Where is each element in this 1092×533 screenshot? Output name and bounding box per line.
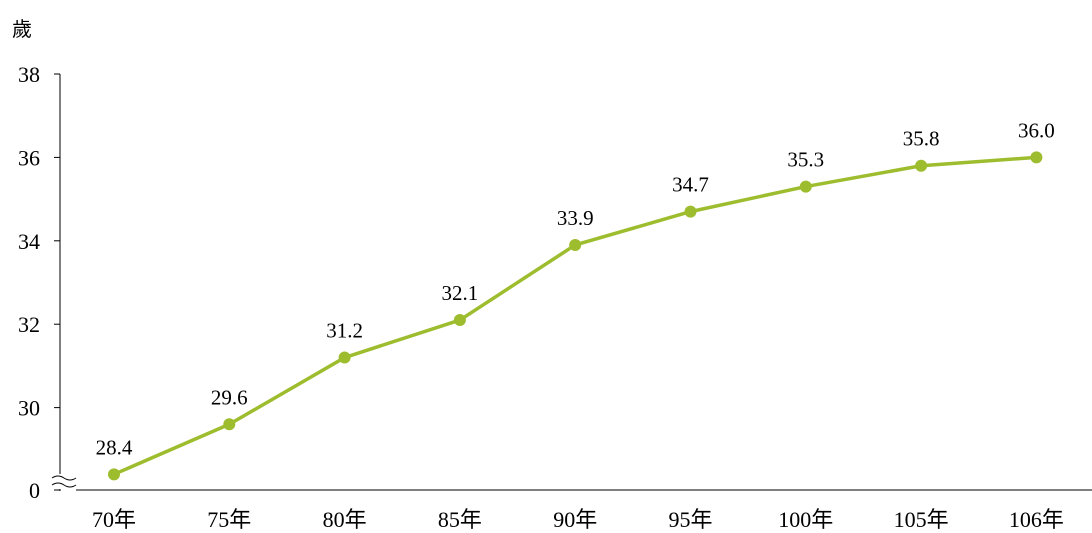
data-point — [453, 314, 466, 327]
x-tick-label: 85年 — [438, 507, 482, 532]
data-labels: 28.4 29.6 31.2 32.1 33.9 34.7 35.3 35.8 36.0 — [96, 118, 1055, 459]
data-point — [338, 351, 351, 364]
x-tick-label: 90年 — [553, 507, 597, 532]
y-tick-label: 36 — [18, 145, 40, 170]
data-label: 36.0 — [1018, 118, 1055, 142]
data-label: 35.8 — [903, 127, 940, 151]
x-tick-label: 80年 — [323, 507, 367, 532]
y-tick-label: 30 — [18, 396, 40, 421]
x-tick-label: 70年 — [92, 507, 136, 532]
series-line — [112, 155, 1039, 477]
data-label: 32.1 — [442, 281, 479, 305]
data-points — [108, 151, 1043, 481]
data-label: 29.6 — [211, 385, 248, 409]
x-tick-label: 105年 — [894, 507, 949, 532]
axis-break-mark-bottom — [51, 482, 77, 488]
data-point — [684, 205, 697, 218]
data-point — [799, 180, 812, 193]
data-label: 33.9 — [557, 206, 594, 230]
data-label: 31.2 — [326, 319, 363, 343]
x-tick-label: 100年 — [778, 507, 833, 532]
data-label: 34.7 — [672, 173, 709, 197]
y-tick-label: 0 — [29, 478, 40, 503]
data-label: 35.3 — [787, 148, 824, 172]
x-tick-labels: 70年 75年 80年 85年 90年 95年 100年 105年 106年 — [92, 507, 1064, 532]
x-tick-label: 75年 — [207, 507, 251, 532]
x-tick-label: 106年 — [1009, 507, 1064, 532]
y-tick-label: 38 — [18, 62, 40, 87]
y-tick-label: 32 — [18, 312, 40, 337]
data-label: 28.4 — [96, 435, 133, 459]
x-tick-label: 95年 — [668, 507, 712, 532]
y-tick-label: 34 — [18, 229, 40, 254]
data-point — [915, 159, 928, 172]
series-polyline — [112, 155, 1039, 477]
data-point — [223, 418, 236, 431]
y-axis: 0 30 32 34 36 38 — [18, 62, 77, 503]
data-point — [108, 468, 120, 481]
axis-break-mark-top — [51, 475, 77, 481]
data-point — [1030, 151, 1043, 164]
y-axis-unit-label: 歲 — [12, 17, 32, 41]
data-point — [569, 238, 582, 251]
